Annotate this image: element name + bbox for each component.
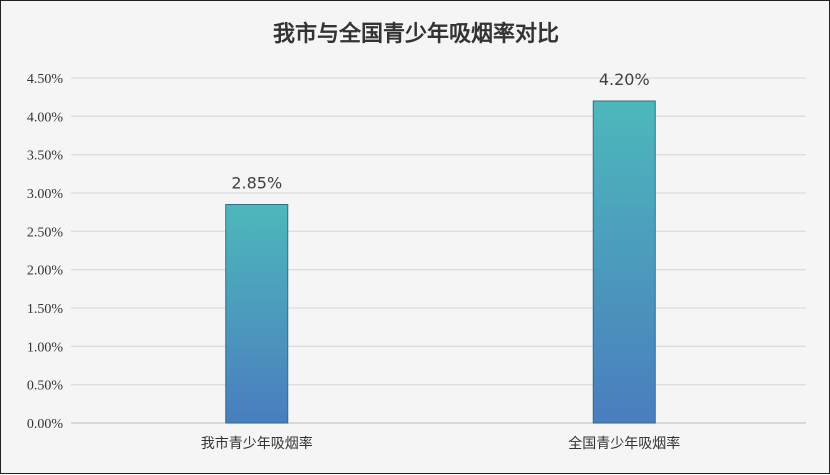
y-tick-label: 4.00% — [27, 110, 64, 125]
y-tick-label: 3.50% — [27, 149, 64, 164]
y-tick-label: 1.00% — [27, 340, 64, 355]
y-tick-label: 1.50% — [27, 302, 64, 317]
y-tick-label: 4.50% — [27, 72, 64, 87]
data-label: 2.85% — [231, 174, 282, 193]
x-category-label: 我市青少年吸烟率 — [201, 435, 313, 452]
y-tick-label: 3.00% — [27, 187, 64, 202]
bar — [592, 100, 656, 424]
y-tick-label: 2.00% — [27, 264, 64, 279]
data-label: 4.20% — [599, 70, 650, 89]
bar — [225, 204, 289, 424]
y-tick-label: 2.50% — [27, 225, 64, 240]
x-category-label: 全国青少年吸烟率 — [568, 435, 680, 452]
chart-title: 我市与全国青少年吸烟率对比 — [273, 21, 559, 47]
y-tick-label: 0.50% — [27, 379, 64, 394]
y-tick-label: 0.00% — [27, 417, 64, 432]
